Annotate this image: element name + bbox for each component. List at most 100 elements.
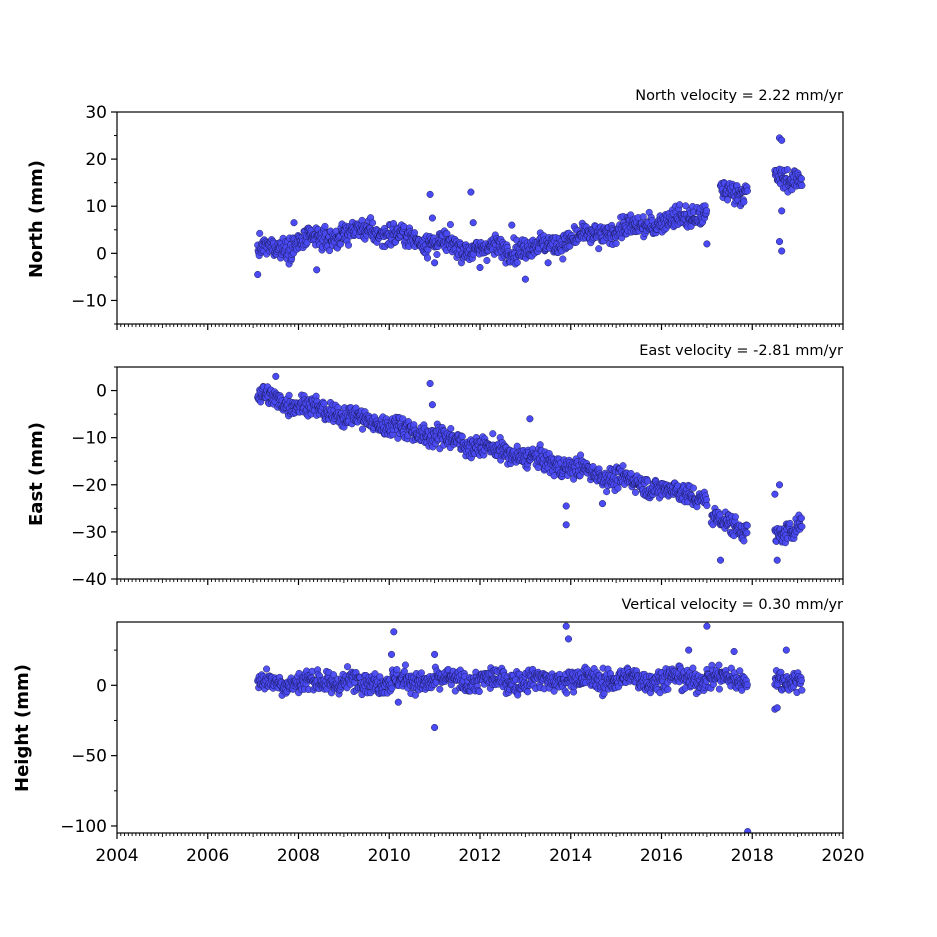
east-data-point bbox=[447, 425, 455, 433]
east-outlier-point bbox=[562, 502, 570, 510]
height-data-point bbox=[514, 691, 522, 699]
height-data-point bbox=[798, 686, 806, 694]
height-data-point bbox=[797, 676, 805, 685]
north-axes: −10 0 10 20 30 bbox=[71, 103, 844, 330]
height-data-point bbox=[436, 685, 444, 693]
height-data-point bbox=[388, 684, 396, 692]
height-outlier-point bbox=[782, 646, 790, 654]
east-outlier-point bbox=[526, 415, 534, 423]
north-data-point bbox=[639, 213, 647, 221]
height-data-point bbox=[263, 665, 271, 673]
east-data-point bbox=[320, 400, 328, 408]
north-data-point bbox=[325, 247, 334, 255]
height-y-tick-label: 0 bbox=[96, 676, 107, 696]
north-data-point bbox=[321, 222, 329, 230]
height-y-tick-label: −100 bbox=[60, 817, 107, 837]
height-data-point bbox=[524, 688, 532, 696]
height-data-point bbox=[715, 685, 723, 693]
east-plot-frame bbox=[116, 366, 844, 580]
east-outlier-point bbox=[562, 521, 570, 529]
east-data-point bbox=[358, 425, 367, 433]
north-data-point bbox=[344, 241, 353, 249]
north-outlier-point bbox=[313, 266, 321, 274]
height-data-point bbox=[401, 661, 409, 669]
east-data-point bbox=[743, 529, 751, 537]
north-outlier-point bbox=[431, 259, 439, 267]
east-data-point bbox=[731, 513, 739, 521]
height-outlier-point bbox=[564, 635, 573, 643]
height-data-point bbox=[329, 671, 338, 679]
north-data-point bbox=[513, 258, 521, 267]
east-outlier-point bbox=[771, 490, 779, 498]
x-tick-label: 2012 bbox=[458, 846, 501, 866]
east-data-points bbox=[254, 372, 806, 564]
north-outlier-point bbox=[775, 238, 784, 246]
north-data-point bbox=[423, 254, 432, 262]
north-data-point bbox=[676, 201, 684, 209]
north-data-point bbox=[433, 250, 441, 259]
east-outlier-point bbox=[428, 401, 436, 409]
north-outlier-point bbox=[703, 240, 711, 248]
north-plot-frame bbox=[116, 111, 844, 325]
east-panel-title: East velocity = -2.81 mm/yr bbox=[639, 343, 843, 359]
north-outlier-point bbox=[778, 136, 786, 144]
height-data-point bbox=[411, 691, 419, 699]
north-data-point bbox=[559, 255, 567, 263]
north-data-point bbox=[369, 219, 377, 227]
east-y-tick-label: −30 bbox=[71, 523, 107, 543]
east-data-point bbox=[740, 537, 748, 545]
x-tick-label: 2018 bbox=[731, 846, 774, 866]
height-outlier-point bbox=[773, 704, 781, 712]
north-outlier-point bbox=[290, 219, 298, 227]
north-data-point bbox=[798, 181, 806, 190]
east-outlier-point bbox=[716, 556, 725, 564]
east-data-point bbox=[285, 391, 293, 399]
east-y-tick-label: 0 bbox=[96, 382, 107, 402]
north-data-point bbox=[797, 175, 805, 183]
x-tick-label: 2020 bbox=[821, 846, 864, 866]
east-y-axis-label: East (mm) bbox=[26, 422, 47, 526]
east-data-point bbox=[489, 430, 497, 438]
x-tick-label: 2010 bbox=[368, 846, 411, 866]
east-y-tick-label: −40 bbox=[71, 570, 107, 590]
height-data-point bbox=[393, 666, 401, 674]
east-data-point bbox=[458, 432, 466, 441]
x-tick-label: 2004 bbox=[95, 846, 138, 866]
height-data-point bbox=[475, 687, 483, 696]
north-data-point bbox=[612, 239, 620, 247]
north-data-point bbox=[740, 198, 748, 206]
east-outlier-point bbox=[775, 481, 784, 489]
north-outlier-point bbox=[426, 190, 434, 198]
east-data-point bbox=[716, 511, 724, 519]
height-y-axis-label: Height (mm) bbox=[12, 664, 33, 792]
height-data-point bbox=[743, 680, 751, 689]
north-outlier-point bbox=[469, 219, 477, 227]
height-data-point bbox=[563, 689, 571, 697]
east-outlier-point bbox=[426, 379, 434, 388]
height-axes: −100 −50 0 2004 2006 2008 2010 2012 2014 2016 2018… bbox=[60, 621, 865, 866]
height-outlier-point bbox=[685, 646, 693, 654]
x-tick-label: 2014 bbox=[549, 846, 592, 866]
east-outlier-point bbox=[773, 556, 781, 564]
north-outlier-point bbox=[508, 221, 516, 229]
north-y-tick-label: 30 bbox=[85, 103, 107, 123]
north-data-point bbox=[783, 166, 791, 174]
height-data-point bbox=[417, 669, 425, 677]
x-tick-label: 2008 bbox=[277, 846, 320, 866]
height-data-point bbox=[664, 685, 672, 693]
east-data-point bbox=[643, 477, 652, 485]
height-outlier-point bbox=[744, 828, 752, 833]
north-outlier-point bbox=[476, 263, 484, 272]
north-outlier-point bbox=[254, 270, 262, 279]
north-data-point bbox=[723, 196, 732, 204]
north-outlier-point bbox=[521, 275, 529, 283]
north-y-axis-label: North (mm) bbox=[26, 160, 47, 278]
height-outlier-point bbox=[562, 622, 570, 630]
north-data-point bbox=[336, 240, 345, 248]
east-outlier-point bbox=[272, 372, 280, 380]
east-data-point bbox=[603, 488, 611, 496]
north-data-point bbox=[703, 207, 711, 215]
east-y-tick-label: −10 bbox=[71, 429, 107, 449]
height-outlier-point bbox=[703, 622, 711, 630]
